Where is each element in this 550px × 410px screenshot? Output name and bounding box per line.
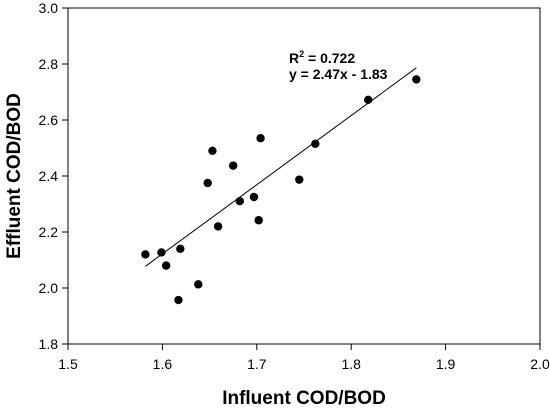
y-axis-ticks: 1.8 2.0 2.2 2.4 2.6 2.8 3.0 — [39, 0, 68, 352]
data-point — [194, 280, 203, 289]
data-point — [176, 244, 185, 253]
data-point — [174, 295, 183, 305]
y-tick-label: 3.0 — [39, 0, 59, 16]
fit-equation-annotation: y = 2.47x - 1.83 — [289, 66, 388, 82]
data-point — [295, 175, 304, 184]
r-squared-superscript: 2 — [299, 49, 304, 59]
data-point — [229, 161, 238, 170]
data-point — [157, 248, 166, 257]
y-tick-label: 2.6 — [39, 112, 59, 128]
x-tick-label: 1.6 — [153, 356, 173, 372]
x-tick-label: 1.7 — [247, 356, 267, 372]
data-point — [161, 261, 171, 270]
data-point — [141, 250, 150, 259]
y-tick-label: 2.2 — [39, 224, 59, 240]
fit-line-group — [145, 67, 417, 267]
data-point — [363, 95, 373, 105]
x-tick-label: 1.5 — [58, 356, 78, 372]
r-squared-annotation: R2 = 0.722 — [289, 49, 355, 66]
data-point — [203, 178, 212, 188]
y-tick-label: 2.0 — [39, 280, 59, 296]
data-points — [141, 75, 421, 305]
data-point — [412, 75, 421, 84]
x-tick-label: 2.0 — [530, 356, 550, 372]
y-tick-label: 2.8 — [39, 56, 59, 72]
x-axis-ticks: 1.5 1.6 1.7 1.8 1.9 2.0 — [58, 344, 550, 372]
y-axis-title: Effluent COD/BOD — [4, 93, 25, 259]
data-point — [311, 139, 320, 148]
r-squared-value: = 0.722 — [304, 50, 355, 66]
x-axis-title: Influent COD/BOD — [222, 388, 386, 409]
plot-area-frame — [67, 7, 541, 345]
x-tick-label: 1.9 — [436, 356, 456, 372]
y-tick-label: 2.4 — [39, 168, 59, 184]
data-point — [254, 216, 263, 225]
data-point — [213, 222, 223, 231]
y-tick-label: 1.8 — [39, 336, 59, 352]
data-point — [208, 146, 217, 155]
regression-line — [145, 67, 417, 267]
data-point — [235, 197, 245, 206]
data-point — [256, 134, 265, 143]
r-squared-base: R — [289, 50, 299, 66]
x-tick-label: 1.8 — [341, 356, 361, 372]
data-point — [249, 192, 259, 202]
